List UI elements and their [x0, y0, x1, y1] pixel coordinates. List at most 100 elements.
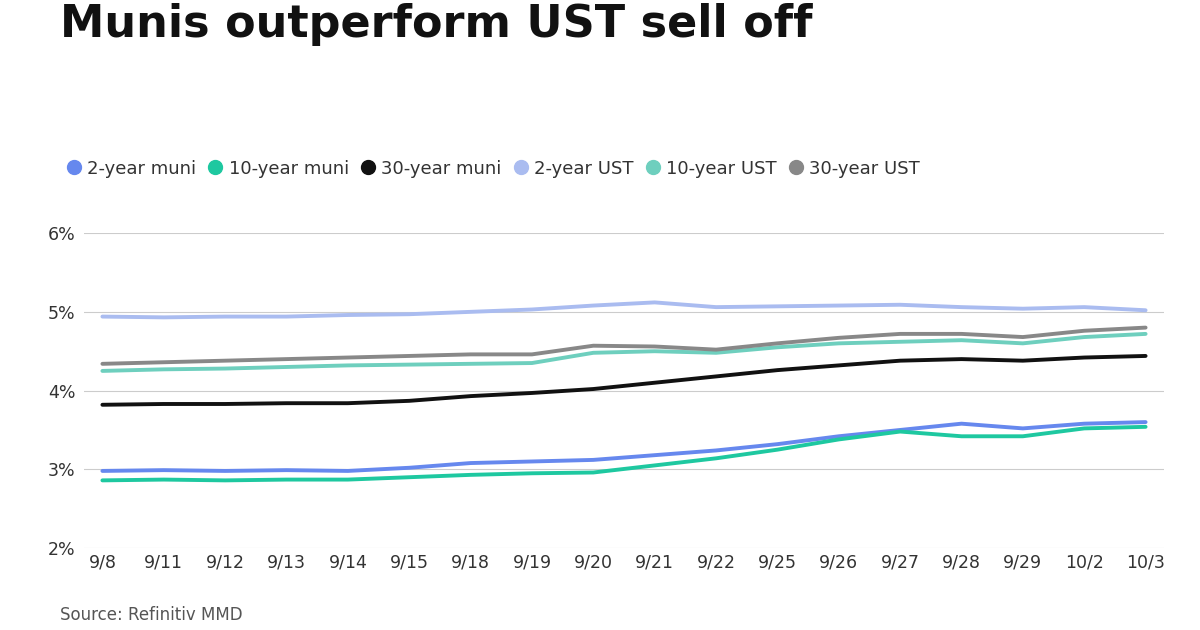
- 10-year UST: [463, 360, 478, 368]
- 10-year muni: [463, 471, 478, 479]
- 2-year muni: [524, 457, 539, 465]
- 2-year UST: [218, 312, 233, 320]
- 30-year muni: [1015, 357, 1030, 364]
- 30-year UST: [648, 343, 662, 350]
- Line: 2-year muni: 2-year muni: [102, 422, 1146, 471]
- 30-year UST: [524, 350, 539, 358]
- 30-year muni: [463, 392, 478, 400]
- 10-year muni: [1015, 432, 1030, 440]
- 10-year UST: [524, 359, 539, 367]
- 10-year UST: [770, 343, 785, 351]
- 10-year UST: [709, 349, 724, 357]
- 2-year UST: [280, 312, 294, 320]
- 30-year muni: [280, 399, 294, 407]
- 2-year muni: [770, 440, 785, 448]
- 10-year muni: [1078, 425, 1092, 432]
- 30-year UST: [1139, 324, 1153, 331]
- 30-year UST: [156, 358, 170, 366]
- 30-year muni: [402, 397, 416, 404]
- 10-year UST: [95, 367, 109, 375]
- 30-year UST: [954, 330, 968, 338]
- 30-year UST: [280, 355, 294, 363]
- 10-year UST: [893, 338, 907, 345]
- 30-year UST: [463, 350, 478, 358]
- 2-year UST: [1078, 304, 1092, 311]
- Text: Source: Refinitiv MMD: Source: Refinitiv MMD: [60, 605, 242, 624]
- 2-year muni: [586, 456, 600, 464]
- Text: Munis outperform UST sell off: Munis outperform UST sell off: [60, 3, 812, 46]
- 2-year UST: [402, 311, 416, 318]
- 2-year muni: [341, 467, 355, 475]
- 30-year muni: [1078, 353, 1092, 361]
- 30-year muni: [156, 400, 170, 408]
- 30-year UST: [218, 357, 233, 364]
- 10-year muni: [402, 474, 416, 481]
- Line: 30-year muni: 30-year muni: [102, 356, 1146, 405]
- 30-year UST: [586, 342, 600, 350]
- 30-year muni: [709, 373, 724, 381]
- 10-year muni: [280, 476, 294, 483]
- 2-year muni: [95, 467, 109, 475]
- 2-year muni: [709, 447, 724, 454]
- 10-year UST: [402, 361, 416, 369]
- 30-year muni: [832, 362, 846, 369]
- 30-year UST: [341, 353, 355, 361]
- 2-year UST: [524, 306, 539, 313]
- 2-year muni: [893, 426, 907, 433]
- 10-year UST: [832, 340, 846, 347]
- 2-year UST: [463, 308, 478, 316]
- 2-year muni: [463, 459, 478, 467]
- 2-year UST: [832, 302, 846, 309]
- 2-year UST: [95, 312, 109, 320]
- 10-year muni: [709, 455, 724, 462]
- 10-year muni: [954, 432, 968, 440]
- Line: 10-year muni: 10-year muni: [102, 427, 1146, 480]
- 2-year UST: [893, 301, 907, 309]
- 10-year UST: [156, 365, 170, 373]
- 10-year muni: [156, 476, 170, 483]
- 2-year muni: [648, 451, 662, 459]
- Legend: 2-year muni, 10-year muni, 30-year muni, 2-year UST, 10-year UST, 30-year UST: 2-year muni, 10-year muni, 30-year muni,…: [70, 160, 920, 178]
- 30-year muni: [648, 379, 662, 386]
- 2-year UST: [648, 299, 662, 306]
- 30-year UST: [832, 334, 846, 341]
- 30-year UST: [95, 360, 109, 368]
- 10-year UST: [1078, 333, 1092, 341]
- 10-year muni: [648, 462, 662, 469]
- 2-year UST: [1139, 306, 1153, 314]
- 30-year muni: [893, 357, 907, 364]
- 30-year muni: [1139, 352, 1153, 360]
- 30-year UST: [709, 346, 724, 353]
- 30-year muni: [586, 385, 600, 393]
- 2-year UST: [770, 302, 785, 310]
- 30-year muni: [770, 367, 785, 374]
- 30-year muni: [524, 389, 539, 397]
- 30-year muni: [218, 400, 233, 408]
- 30-year UST: [893, 330, 907, 338]
- 10-year UST: [218, 365, 233, 372]
- 10-year muni: [218, 476, 233, 484]
- 2-year muni: [954, 420, 968, 427]
- 10-year UST: [341, 362, 355, 369]
- 10-year muni: [524, 469, 539, 477]
- 10-year muni: [586, 469, 600, 476]
- 30-year UST: [1078, 327, 1092, 335]
- Line: 30-year UST: 30-year UST: [102, 328, 1146, 364]
- Line: 2-year UST: 2-year UST: [102, 302, 1146, 318]
- 2-year UST: [586, 302, 600, 309]
- 2-year UST: [156, 314, 170, 321]
- 10-year muni: [95, 476, 109, 484]
- 30-year UST: [402, 352, 416, 360]
- 2-year muni: [280, 466, 294, 474]
- 10-year muni: [893, 428, 907, 435]
- 2-year UST: [341, 311, 355, 319]
- 2-year muni: [402, 464, 416, 471]
- 10-year muni: [1139, 423, 1153, 431]
- 30-year UST: [1015, 333, 1030, 341]
- Line: 10-year UST: 10-year UST: [102, 334, 1146, 371]
- 10-year UST: [280, 363, 294, 370]
- 30-year muni: [954, 355, 968, 363]
- 10-year UST: [1015, 340, 1030, 347]
- 2-year UST: [954, 304, 968, 311]
- 2-year muni: [1078, 420, 1092, 427]
